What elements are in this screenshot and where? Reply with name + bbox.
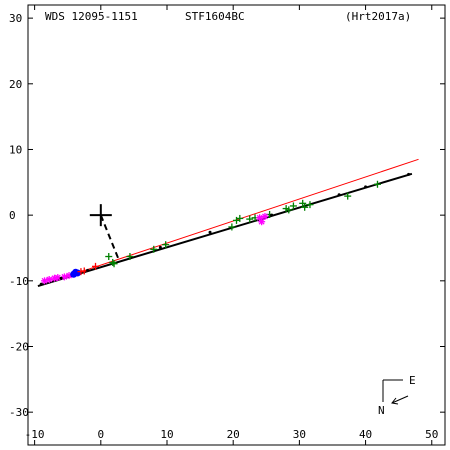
star-d2 [54, 274, 61, 281]
x-tick-label: 20 [227, 428, 240, 441]
magenta-star-point [261, 212, 269, 220]
x-tick-label: -10 [25, 428, 45, 441]
compass-arrowhead [391, 397, 399, 405]
magenta-star-point [258, 218, 266, 226]
x-tick-label: 0 [97, 428, 104, 441]
green-plus-point [236, 214, 244, 222]
green-plus-point [289, 202, 297, 210]
green-plus-point [228, 223, 236, 231]
compass-motion-arrow [391, 395, 409, 404]
green-plus-point [301, 203, 309, 211]
green-plus-point [246, 215, 254, 223]
black-dot-point [270, 213, 274, 217]
green-plus-point [306, 201, 314, 209]
green-plus-point [110, 260, 118, 268]
green-plus-point [109, 258, 117, 266]
observation-points [39, 172, 411, 286]
red_point-plus-point [77, 268, 85, 276]
x-tick-label: 50 [425, 428, 438, 441]
red_point-plus-point [92, 262, 100, 270]
blue-circle-point [70, 270, 78, 278]
black-dot-point [158, 245, 162, 249]
green-plus-point [299, 199, 307, 207]
green-plus-point [162, 241, 170, 249]
orbit-track-line [37, 172, 413, 288]
green-plus-point [344, 192, 352, 200]
y-tick-label: -20 [9, 340, 29, 353]
black-dot-point [337, 193, 341, 197]
compass-north-label: N [378, 404, 385, 417]
y-tick-label: 10 [9, 143, 22, 156]
black-dot-point [364, 185, 368, 189]
periastron-connector [99, 214, 121, 262]
green-plus-point [373, 180, 381, 188]
black-dot-point [86, 268, 90, 272]
star-d2 [262, 213, 268, 220]
green-plus-point [150, 245, 158, 253]
header-left: WDS 12095-1151 [45, 10, 138, 23]
compass-east-label: E [409, 374, 416, 387]
star-d2 [46, 276, 53, 283]
y-tick-label: -30 [9, 406, 29, 419]
black-dot-point [208, 230, 212, 234]
compass: E N [378, 374, 416, 417]
x-axis: -10 0 10 20 30 40 50 [25, 5, 438, 445]
magenta-star-point [45, 276, 53, 284]
y-tick-label: 30 [9, 12, 22, 25]
black-dot-point [39, 282, 43, 286]
black-dot-point [59, 276, 63, 280]
x-tick-label: 30 [293, 428, 306, 441]
green-plus-point [126, 253, 134, 261]
header-center: STF1604BC [185, 10, 245, 23]
green-plus-point [105, 253, 113, 261]
primary-star-marker [89, 204, 112, 227]
y-tick-label: 0 [9, 209, 16, 222]
header-right: (Hrt2017a) [345, 10, 411, 23]
rectilinear-fit-line [37, 158, 419, 287]
y-tick-label: -10 [9, 275, 29, 288]
star-d2 [256, 214, 263, 221]
magenta-star-point [54, 274, 62, 282]
x-tick-label: 10 [160, 428, 173, 441]
star-d2 [258, 218, 265, 225]
y-tick-label: 20 [9, 78, 22, 91]
plot-frame [27, 4, 446, 446]
black-dot-point [407, 172, 411, 176]
green-plus-point [285, 206, 293, 214]
y-axis: 30 20 10 0 -10 -20 -30 [9, 12, 445, 419]
orbit-lines [37, 158, 419, 288]
x-tick-label: 40 [359, 428, 372, 441]
